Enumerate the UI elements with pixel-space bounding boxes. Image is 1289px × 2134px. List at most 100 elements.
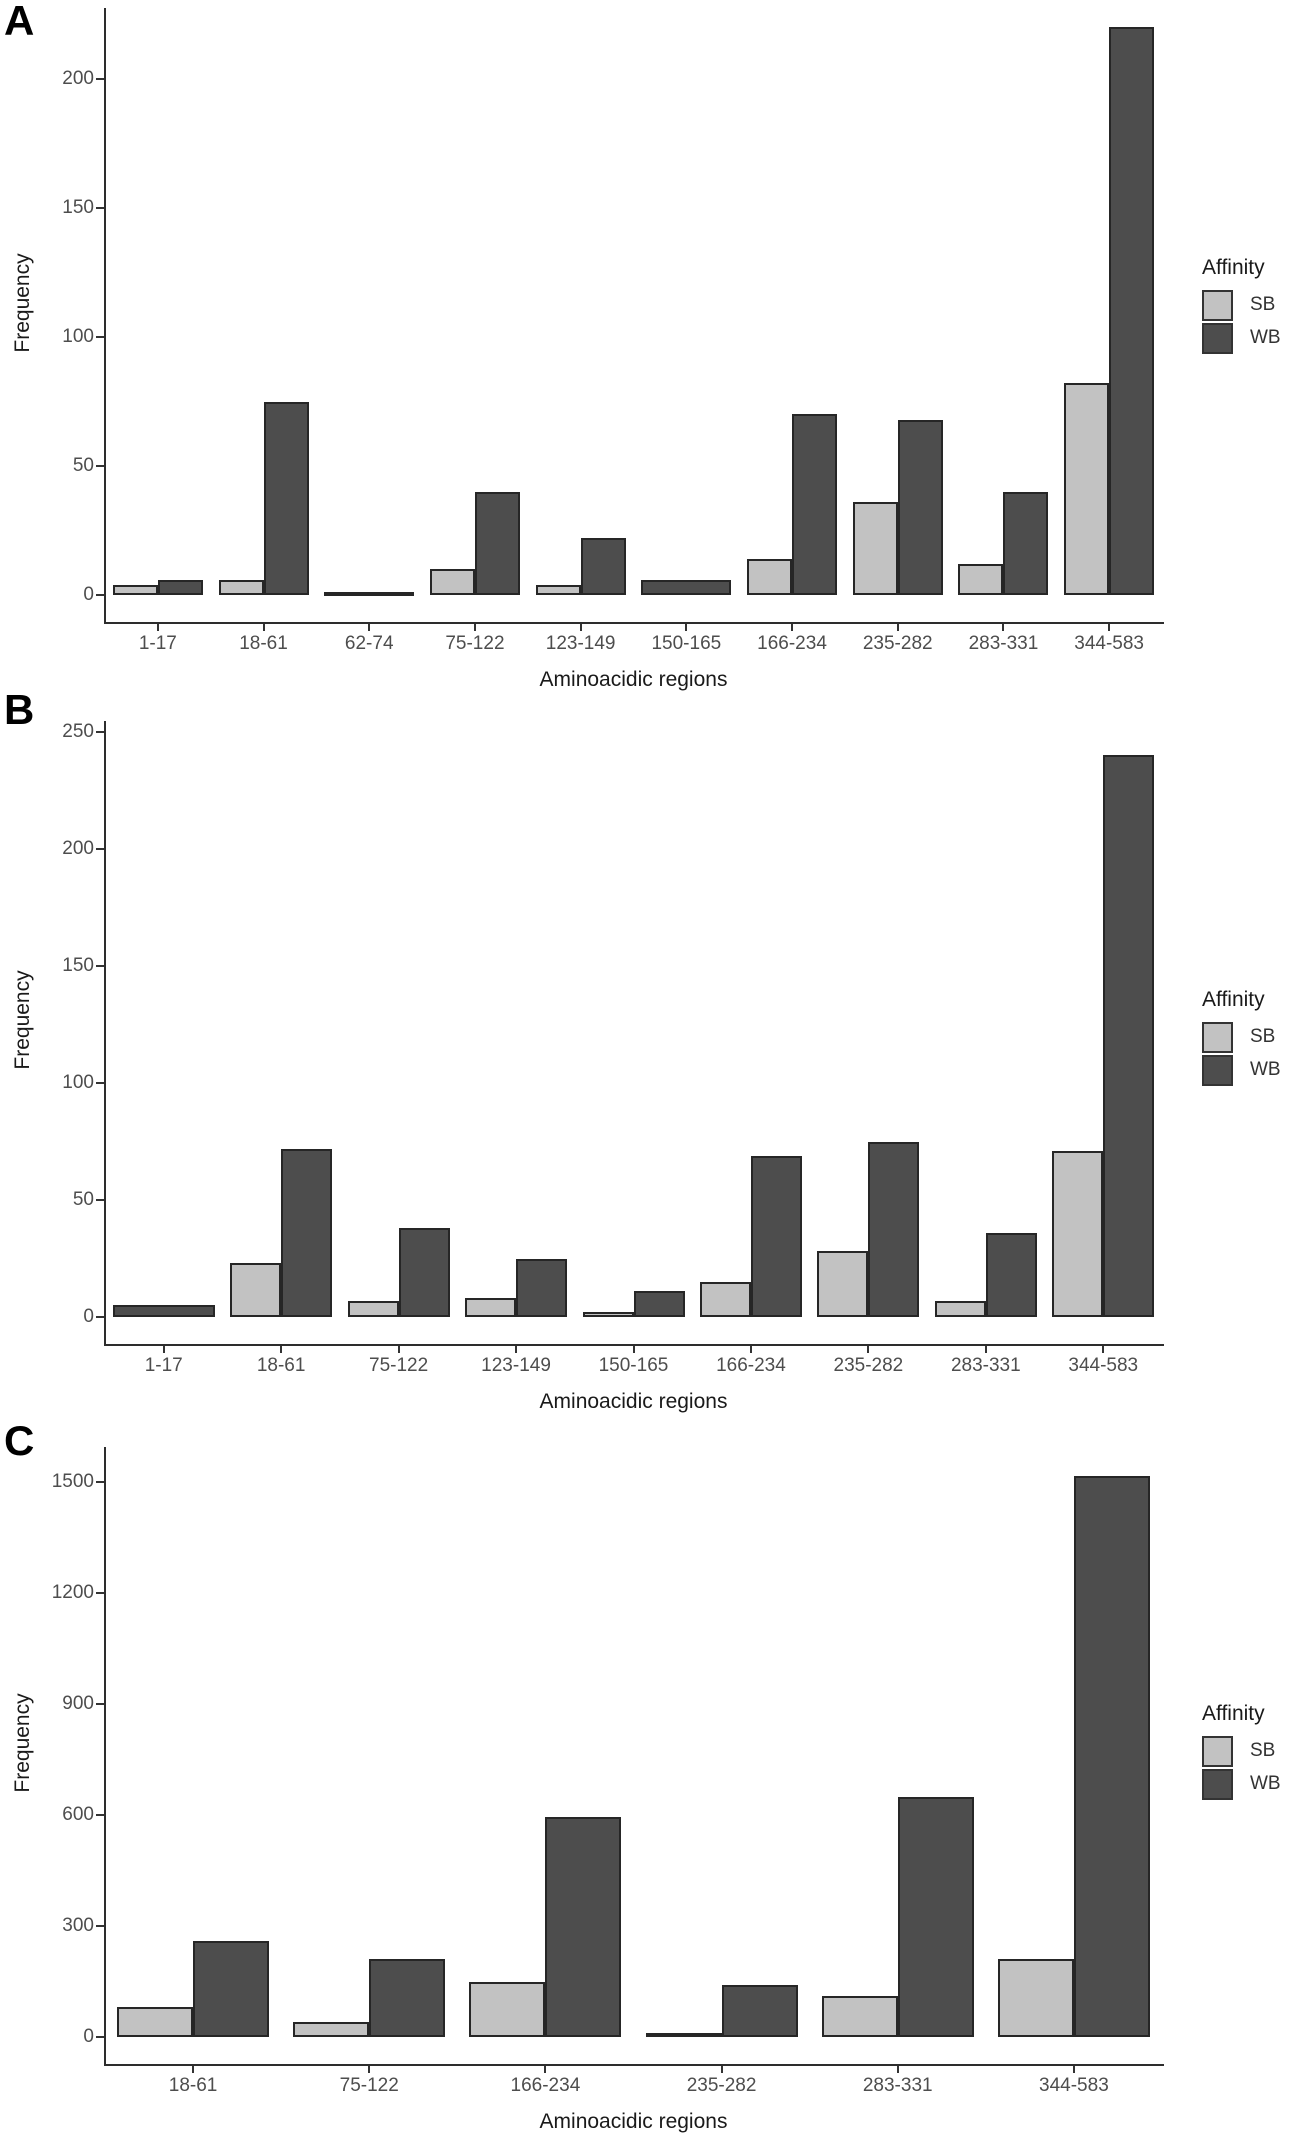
legend-label-sb: SB [1250, 294, 1276, 315]
y-tick-mark [96, 1814, 104, 1816]
x-tick-label: 344-583 [1068, 1355, 1139, 1376]
legend-entry-sb: SB [1202, 1022, 1289, 1055]
y-tick-label: 0 [83, 2026, 94, 2047]
x-tick-mark [1072, 2066, 1075, 2073]
x-axis-title: Aminoacidic regions [539, 1390, 728, 1413]
x-tick-mark [156, 624, 159, 631]
bar-sb-283-331 [958, 564, 1004, 595]
x-tick-label: 166-234 [757, 633, 827, 654]
bar-wb-283-331 [985, 1232, 1037, 1317]
bar-wb-283-331 [897, 1796, 974, 2037]
legend: Affinity SB WB [1202, 988, 1289, 1088]
y-tick-mark [96, 207, 104, 209]
bar-wb-235-282 [897, 419, 943, 595]
y-tick-label: 150 [62, 197, 94, 218]
x-axis-title: Aminoacidic regions [539, 2110, 728, 2133]
y-tick-mark [96, 1082, 104, 1084]
bar-wb-235-282 [721, 1985, 798, 2037]
legend-entry-wb: WB [1202, 1055, 1289, 1088]
bar-sb-166-234 [747, 558, 793, 595]
bar-sb-283-331 [934, 1300, 986, 1317]
bar-sb-235-282 [852, 502, 898, 595]
legend-entry-sb: SB [1202, 1736, 1289, 1769]
y-tick-mark [96, 848, 104, 850]
bar-sb-75-122 [347, 1300, 399, 1317]
bar-sb-166-234 [699, 1281, 751, 1317]
legend: Affinity SB WB [1202, 1702, 1289, 1802]
legend-title: Affinity [1202, 256, 1265, 279]
x-tick-label: 18-61 [168, 2075, 218, 2096]
x-tick-mark [262, 624, 265, 631]
bar-sb-283-331 [821, 1996, 898, 2037]
x-tick-mark [867, 1346, 870, 1353]
bar-wb-150-165 [633, 1291, 685, 1317]
bar-sb-1-17 [112, 584, 158, 595]
y-tick-label: 100 [62, 326, 94, 347]
panel-label-a: A [4, 0, 35, 44]
x-tick-mark [791, 624, 794, 631]
legend-label-sb: SB [1250, 1026, 1276, 1047]
y-tick-label: 50 [72, 455, 94, 476]
x-tick-mark [896, 2066, 899, 2073]
bar-wb-62-74 [324, 592, 415, 597]
wb-swatch-icon [1202, 323, 1233, 354]
x-tick-label: 344-583 [1074, 633, 1144, 654]
x-tick-mark [685, 624, 688, 631]
legend-title: Affinity [1202, 1702, 1265, 1725]
y-tick-label: 300 [62, 1915, 94, 1936]
x-tick-mark [192, 2066, 195, 2073]
legend-entry-wb: WB [1202, 1769, 1289, 1802]
bar-wb-18-61 [193, 1940, 270, 2037]
bar-wb-1-17 [112, 1305, 215, 1317]
panel-label-b: B [4, 686, 35, 733]
y-tick-label: 100 [62, 1072, 94, 1093]
x-tick-mark [368, 2066, 371, 2073]
legend-label-wb: WB [1250, 327, 1281, 348]
y-tick-mark [96, 1703, 104, 1705]
bar-sb-123-149 [535, 584, 581, 595]
x-tick-label: 283-331 [950, 1355, 1021, 1376]
x-tick-label: 1-17 [144, 1355, 183, 1376]
y-tick-mark [96, 2036, 104, 2038]
y-tick-mark [96, 465, 104, 467]
y-tick-label: 600 [62, 1804, 94, 1825]
x-tick-mark [984, 1346, 987, 1353]
bar-wb-18-61 [281, 1148, 333, 1317]
bar-wb-166-234 [792, 414, 838, 595]
x-tick-mark [1108, 624, 1111, 631]
bar-sb-123-149 [465, 1298, 517, 1317]
x-tick-label: 123-149 [545, 633, 616, 654]
bar-wb-75-122 [398, 1228, 450, 1317]
x-tick-mark [368, 624, 371, 631]
x-tick-label: 123-149 [481, 1355, 551, 1376]
bar-wb-283-331 [1003, 491, 1049, 595]
legend-title: Affinity [1202, 988, 1265, 1011]
panel-A: A Frequency 0 50 100 150 200 1-17 18-61 62-74 75… [0, 0, 1289, 695]
legend: Affinity SB WB [1202, 256, 1289, 356]
legend-entry-wb: WB [1202, 323, 1289, 356]
sb-swatch-icon [1202, 1022, 1233, 1053]
x-tick-label: 166-234 [716, 1355, 786, 1376]
x-axis-line [104, 622, 1164, 624]
x-tick-mark [579, 624, 582, 631]
wb-swatch-icon [1202, 1055, 1233, 1086]
x-tick-mark [544, 2066, 547, 2073]
bar-sb-235-282 [645, 2033, 722, 2038]
panel-label-c: C [4, 1417, 35, 1464]
bar-sb-344-583 [1052, 1150, 1104, 1317]
y-tick-label: 200 [62, 68, 94, 89]
bar-sb-344-583 [997, 1959, 1074, 2037]
x-tick-label: 75-122 [339, 2075, 399, 2096]
y-tick-mark [96, 1199, 104, 1201]
y-tick-mark [96, 594, 104, 596]
y-axis-line [104, 721, 106, 1346]
bar-sb-235-282 [817, 1251, 869, 1317]
bar-wb-344-583 [1103, 755, 1155, 1317]
y-tick-mark [96, 1316, 104, 1318]
bar-wb-166-234 [750, 1155, 802, 1317]
x-tick-mark [1102, 1346, 1105, 1353]
x-axis-title: Aminoacidic regions [539, 668, 728, 691]
x-tick-mark [280, 1346, 283, 1353]
x-tick-label: 283-331 [862, 2075, 933, 2096]
